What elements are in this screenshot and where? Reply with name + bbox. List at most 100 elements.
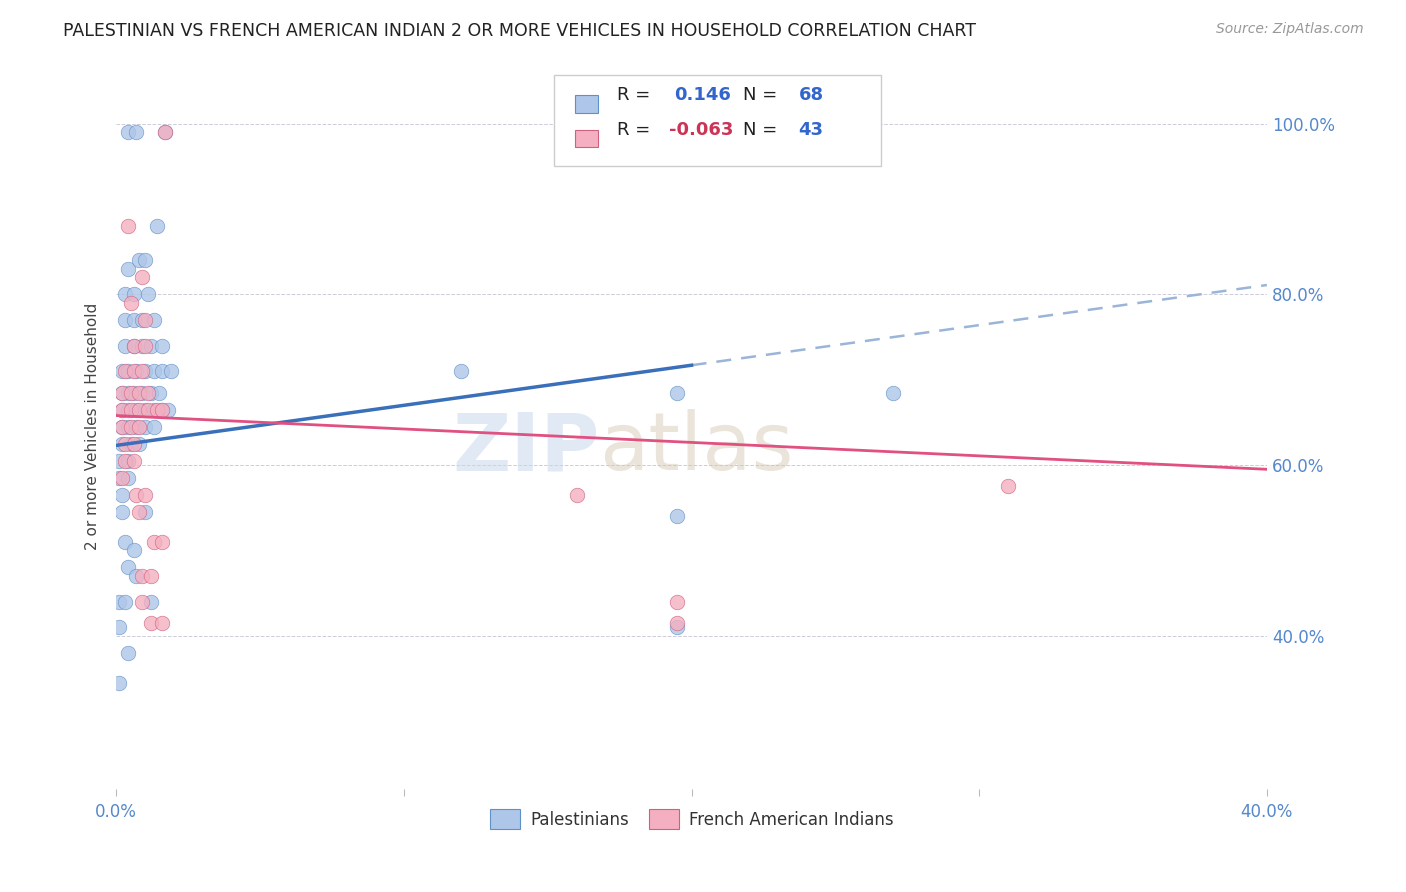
- Point: [114, 313, 136, 327]
- Point: [122, 543, 145, 558]
- Point: [111, 419, 134, 434]
- Point: [134, 253, 156, 268]
- Point: [122, 364, 145, 378]
- Point: [125, 402, 148, 417]
- Text: ZIP: ZIP: [453, 409, 599, 487]
- Point: [148, 385, 170, 400]
- Point: [125, 569, 148, 583]
- Point: [117, 402, 139, 417]
- Point: [565, 488, 588, 502]
- Point: [117, 219, 139, 234]
- Text: N =: N =: [744, 121, 783, 139]
- Point: [157, 402, 180, 417]
- Point: [134, 364, 156, 378]
- Point: [111, 419, 134, 434]
- Point: [114, 534, 136, 549]
- Point: [111, 402, 134, 417]
- Point: [117, 125, 139, 139]
- Point: [128, 402, 150, 417]
- Point: [139, 615, 162, 630]
- Point: [131, 569, 153, 583]
- Point: [108, 675, 131, 690]
- Point: [117, 385, 139, 400]
- Text: N =: N =: [744, 87, 783, 104]
- Point: [131, 364, 153, 378]
- Point: [125, 125, 148, 139]
- Point: [142, 534, 165, 549]
- Point: [150, 615, 173, 630]
- Point: [120, 402, 142, 417]
- Text: atlas: atlas: [599, 409, 794, 487]
- Point: [134, 488, 156, 502]
- Point: [997, 479, 1019, 493]
- Point: [131, 594, 153, 608]
- Point: [153, 125, 176, 139]
- Point: [120, 419, 142, 434]
- Point: [114, 364, 136, 378]
- Point: [142, 419, 165, 434]
- Point: [128, 385, 150, 400]
- Point: [111, 505, 134, 519]
- Point: [122, 454, 145, 468]
- Text: 43: 43: [799, 121, 824, 139]
- Text: -0.063: -0.063: [669, 121, 733, 139]
- Point: [117, 646, 139, 660]
- Point: [160, 364, 183, 378]
- Point: [150, 338, 173, 352]
- Point: [131, 313, 153, 327]
- Point: [125, 364, 148, 378]
- Point: [150, 364, 173, 378]
- Point: [139, 385, 162, 400]
- Point: [666, 385, 689, 400]
- Point: [142, 402, 165, 417]
- Text: R =: R =: [617, 121, 655, 139]
- Point: [150, 534, 173, 549]
- Point: [1025, 790, 1047, 805]
- Point: [108, 594, 131, 608]
- Point: [122, 385, 145, 400]
- Point: [134, 505, 156, 519]
- Text: 68: 68: [799, 87, 824, 104]
- Point: [142, 313, 165, 327]
- Point: [131, 270, 153, 285]
- Point: [128, 253, 150, 268]
- Point: [139, 569, 162, 583]
- Point: [134, 313, 156, 327]
- Point: [120, 436, 142, 450]
- Point: [131, 385, 153, 400]
- Point: [134, 402, 156, 417]
- Point: [108, 620, 131, 634]
- Point: [111, 488, 134, 502]
- Text: PALESTINIAN VS FRENCH AMERICAN INDIAN 2 OR MORE VEHICLES IN HOUSEHOLD CORRELATIO: PALESTINIAN VS FRENCH AMERICAN INDIAN 2 …: [63, 22, 976, 40]
- Point: [145, 219, 167, 234]
- Point: [111, 436, 134, 450]
- Point: [134, 338, 156, 352]
- FancyBboxPatch shape: [575, 95, 598, 112]
- Point: [122, 287, 145, 301]
- Point: [666, 615, 689, 630]
- Point: [136, 385, 159, 400]
- Point: [114, 338, 136, 352]
- Point: [120, 296, 142, 310]
- Point: [150, 402, 173, 417]
- Point: [125, 419, 148, 434]
- Point: [122, 436, 145, 450]
- Point: [125, 488, 148, 502]
- Point: [117, 471, 139, 485]
- Point: [117, 261, 139, 276]
- Point: [882, 385, 904, 400]
- Point: [108, 471, 131, 485]
- Point: [122, 313, 145, 327]
- Point: [120, 385, 142, 400]
- Point: [128, 505, 150, 519]
- Point: [666, 620, 689, 634]
- Point: [134, 419, 156, 434]
- Text: Source: ZipAtlas.com: Source: ZipAtlas.com: [1216, 22, 1364, 37]
- Point: [136, 402, 159, 417]
- Point: [142, 364, 165, 378]
- Point: [117, 364, 139, 378]
- Point: [108, 454, 131, 468]
- Point: [153, 125, 176, 139]
- Point: [114, 436, 136, 450]
- Point: [117, 419, 139, 434]
